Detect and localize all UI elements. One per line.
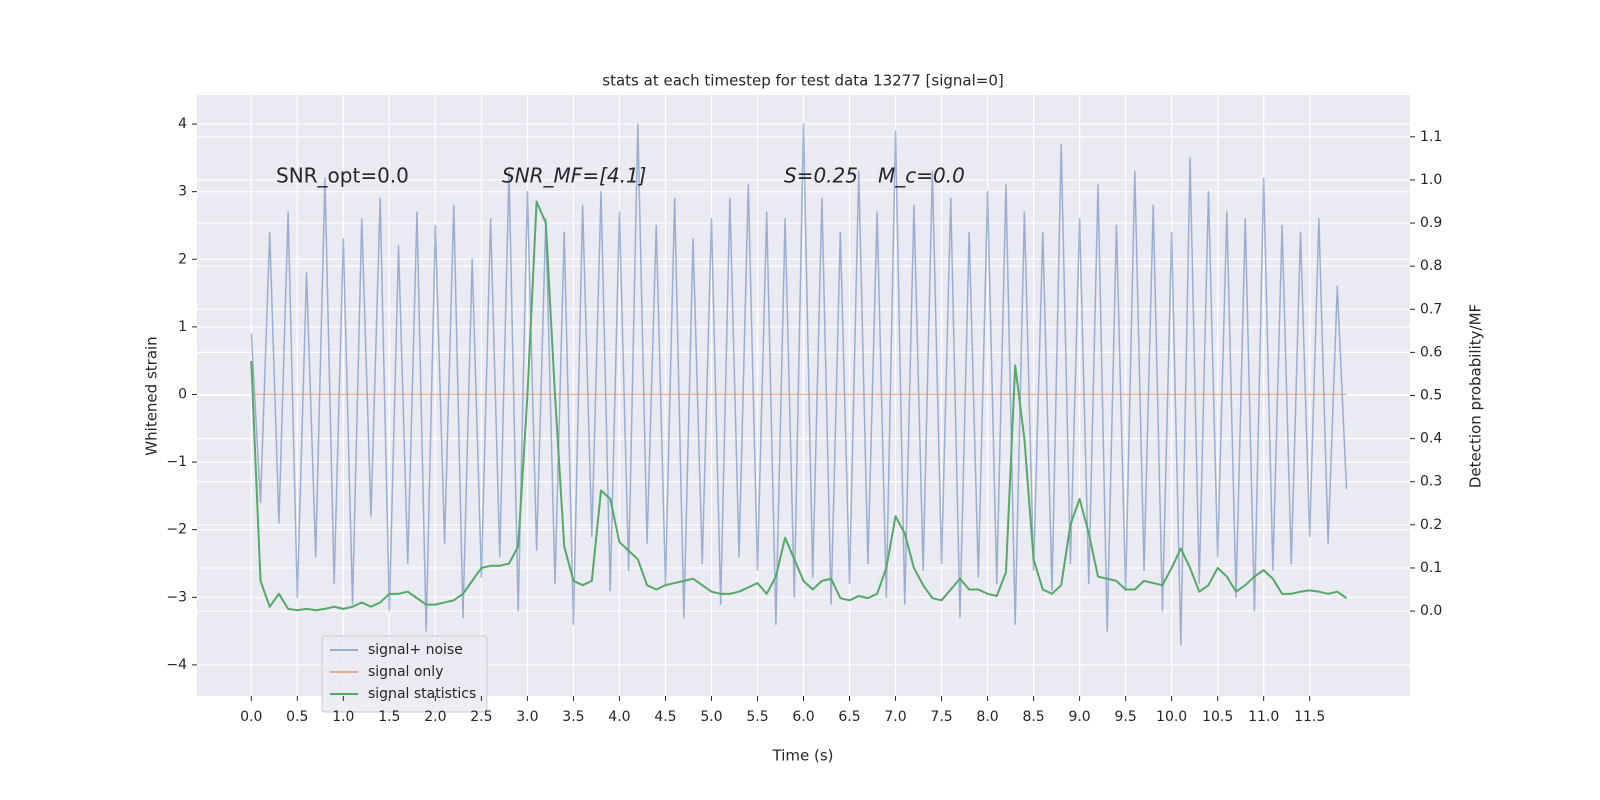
legend-label: signal+ noise	[368, 642, 463, 658]
x-tick-label: 8.5	[1022, 709, 1044, 725]
x-axis-label: Time (s)	[772, 747, 834, 765]
legend-label: signal statistics	[368, 686, 476, 702]
x-tick-label: 7.5	[930, 709, 952, 725]
x-tick-label: 6.0	[792, 709, 814, 725]
x-tick-label: 10.0	[1156, 709, 1187, 725]
annotation: M_c=0.0	[878, 164, 965, 188]
y-tick-label: 2	[178, 251, 187, 267]
x-tick-label: 11.5	[1294, 709, 1325, 725]
x-tick-label: 11.0	[1248, 709, 1279, 725]
x-tick-label: 4.5	[654, 709, 676, 725]
y2-tick-label: 0.7	[1420, 301, 1442, 317]
y2-tick-label: 0.8	[1420, 258, 1442, 274]
x-tick-label: 0.0	[240, 709, 262, 725]
y2-tick-label: 0.9	[1420, 215, 1442, 231]
y2-tick-label: 1.0	[1420, 172, 1442, 188]
y2-tick-label: 0.6	[1420, 344, 1442, 360]
annotation: SNR_opt=0.0	[276, 164, 409, 188]
x-tick-label: 0.5	[286, 709, 308, 725]
chart-title: stats at each timestep for test data 132…	[602, 72, 1003, 90]
y-tick-label: −1	[166, 454, 187, 470]
legend-box	[321, 635, 488, 713]
x-tick-label: 4.0	[608, 709, 630, 725]
y2-tick-label: 0.3	[1420, 474, 1442, 490]
x-tick-label: 7.0	[884, 709, 906, 725]
x-tick-label: 1.5	[378, 709, 400, 725]
y-tick-label: 3	[178, 184, 187, 200]
x-tick-label: 9.5	[1114, 709, 1136, 725]
x-tick-label: 10.5	[1202, 709, 1233, 725]
series-line	[250, 123, 1348, 646]
x-tick-label: 5.0	[700, 709, 722, 725]
x-tick-label: 3.5	[562, 709, 584, 725]
y2-tick-label: 1.1	[1420, 129, 1442, 145]
y2-tick-label: 0.0	[1420, 603, 1442, 619]
y-tick-label: −3	[166, 589, 187, 605]
x-tick-label: 3.0	[516, 709, 538, 725]
y-tick-label: 0	[178, 386, 187, 402]
y2-tick-label: 0.5	[1420, 388, 1442, 404]
y2-axis-label: Detection probability/MF	[1467, 304, 1485, 488]
x-tick-label: 9.0	[1068, 709, 1090, 725]
y-tick-label: 1	[178, 319, 187, 335]
annotation: SNR_MF=[4.1]	[502, 164, 646, 188]
y2-tick-label: 0.4	[1420, 431, 1442, 447]
series-line	[250, 200, 1348, 612]
y-tick-label: −4	[166, 657, 187, 673]
x-tick-label: 5.5	[746, 709, 768, 725]
x-tick-label: 2.5	[470, 709, 492, 725]
y2-tick-label: 0.1	[1420, 560, 1442, 576]
x-tick-label: 6.5	[838, 709, 860, 725]
y-axis-label: Whitened strain	[143, 336, 161, 455]
y2-tick-label: 0.2	[1420, 517, 1442, 533]
y-tick-label: 4	[178, 116, 187, 132]
legend-label: signal only	[368, 664, 443, 680]
y-tick-label: −2	[166, 522, 187, 538]
x-tick-label: 1.0	[332, 709, 354, 725]
annotation: S=0.25	[784, 164, 858, 188]
x-tick-label: 2.0	[424, 709, 446, 725]
x-tick-label: 8.0	[976, 709, 998, 725]
